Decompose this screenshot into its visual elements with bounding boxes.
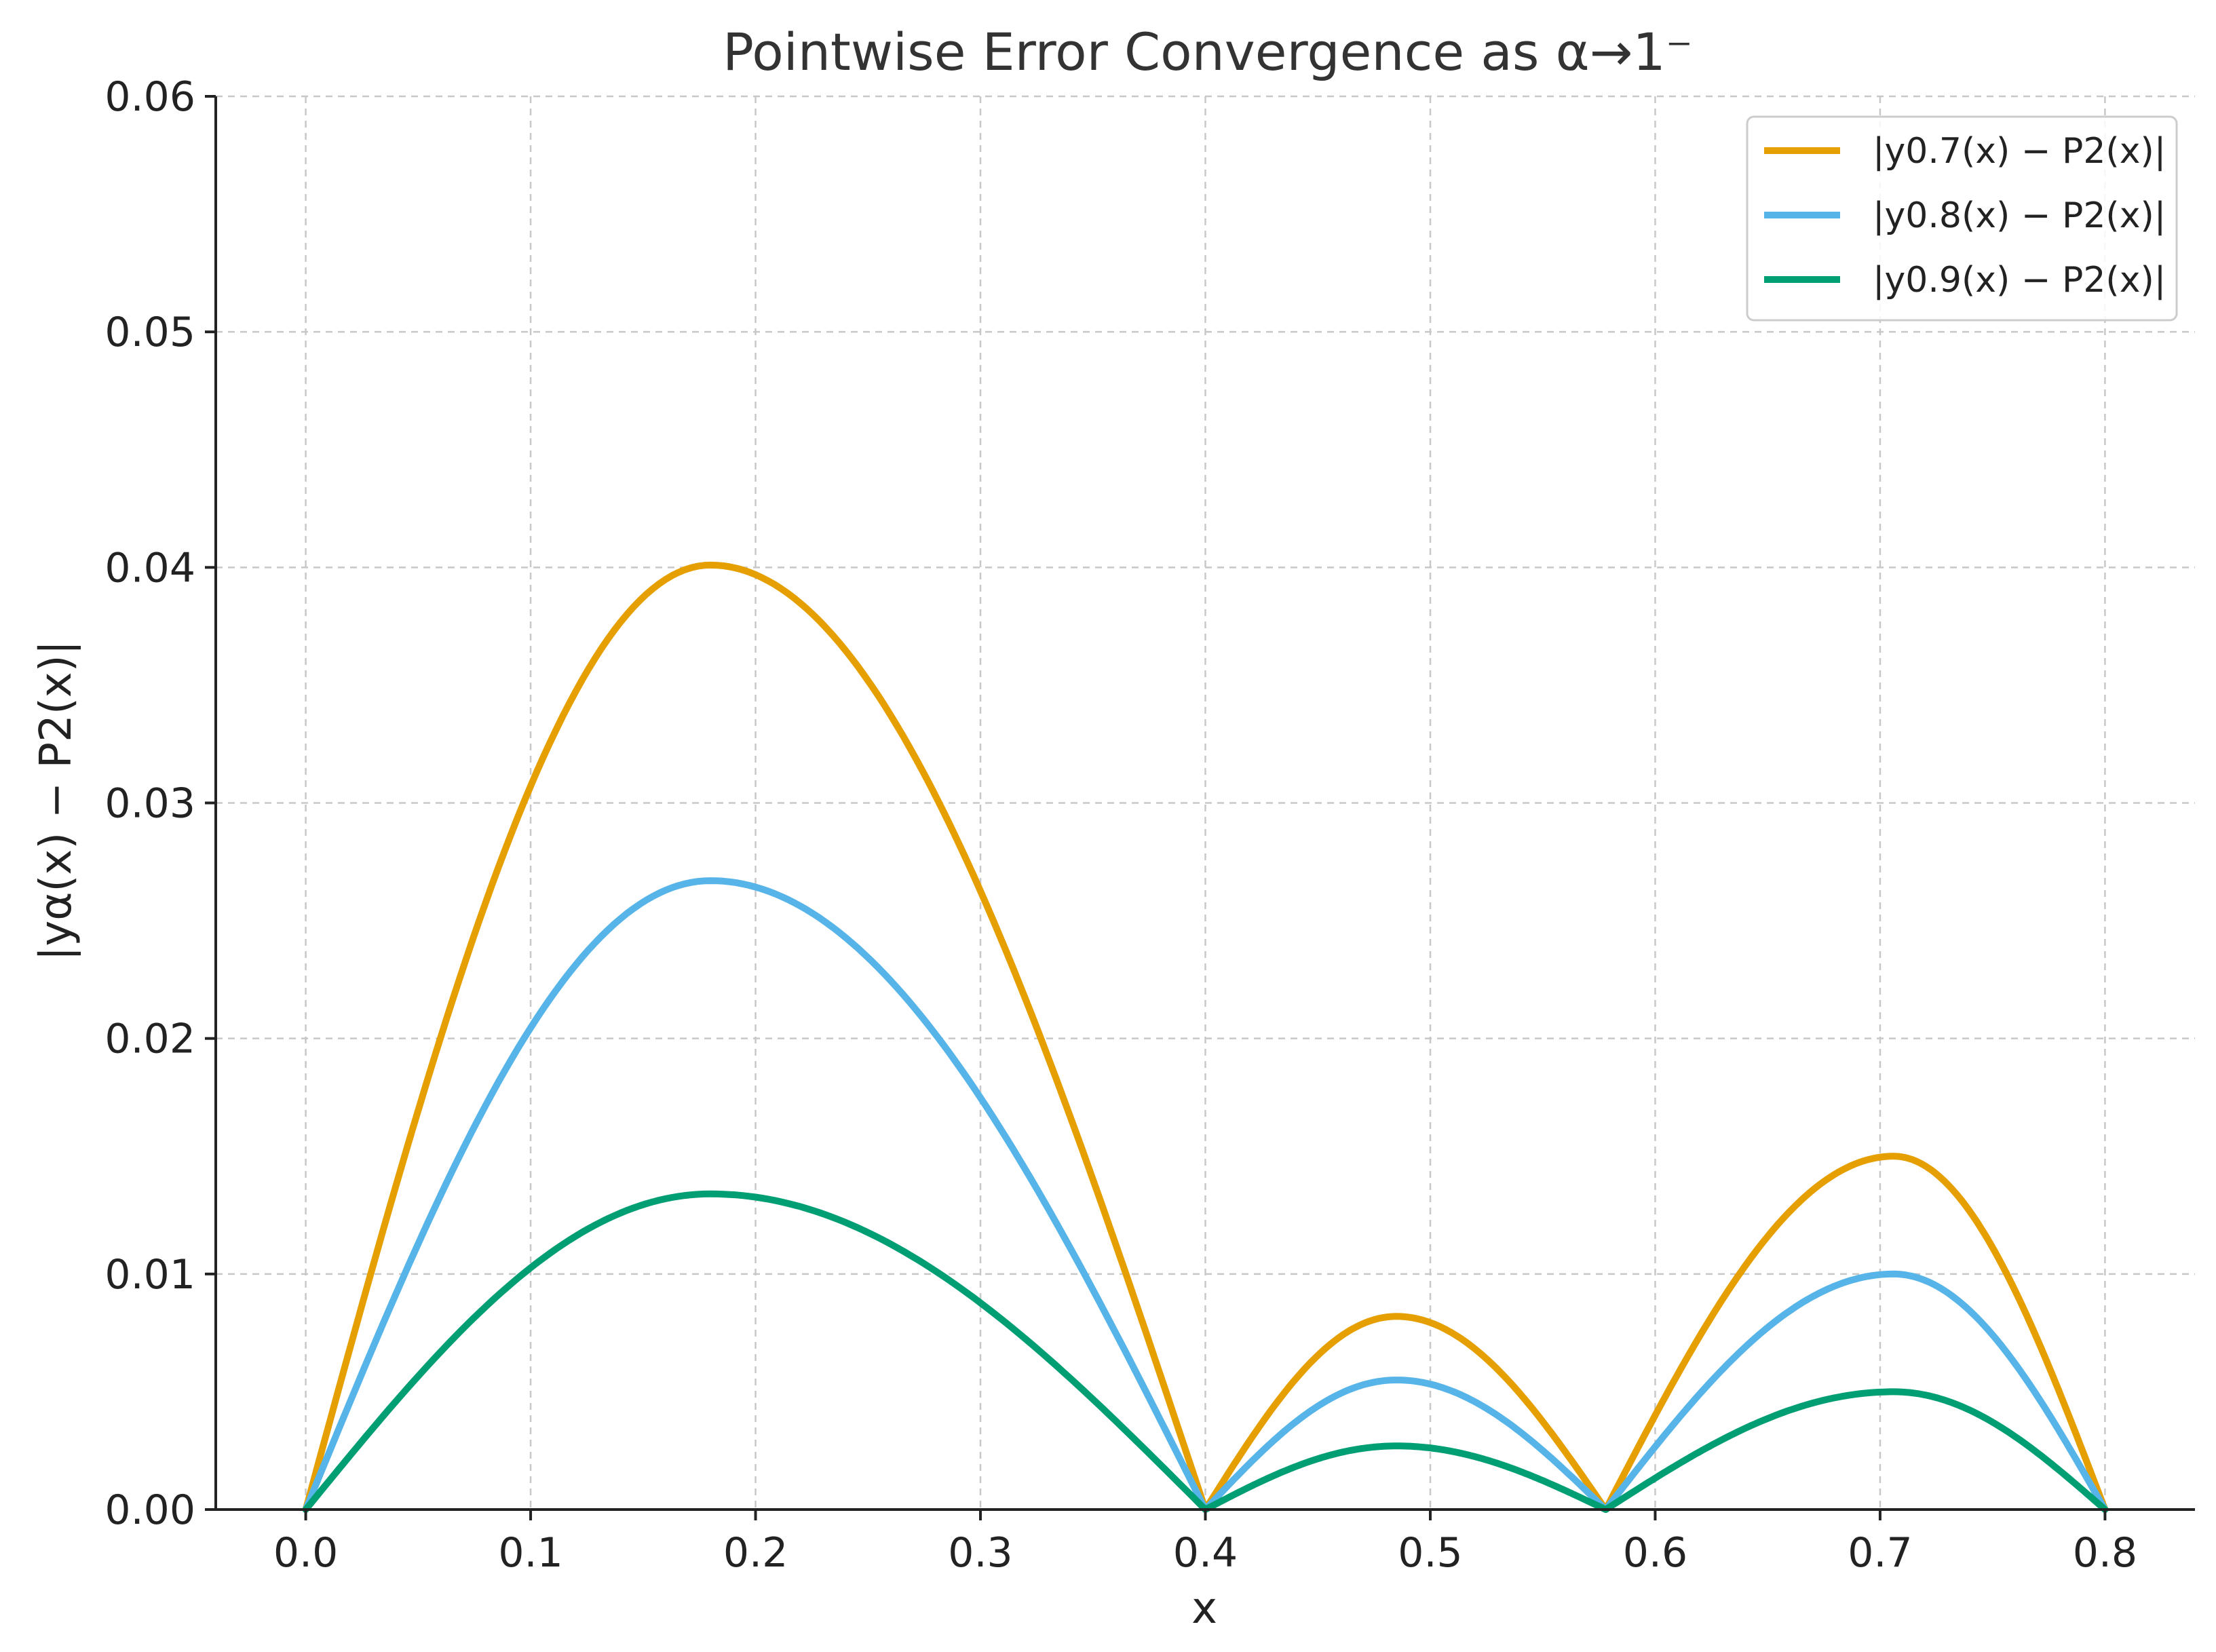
tick-layer: 0.0 0.1 0.2 0.3 0.4 0.5 0.6 0.7 0.8 0.00 0.01 0.02 0… bbox=[104, 73, 2137, 1577]
x-axis-label: x bbox=[1191, 1583, 1217, 1634]
y-tick-label: 0.00 bbox=[104, 1486, 195, 1534]
x-tick-label: 0.0 bbox=[273, 1529, 338, 1577]
y-tick-label: 0.06 bbox=[104, 73, 195, 121]
x-tick-label: 0.4 bbox=[1173, 1529, 1238, 1577]
y-tick-label: 0.01 bbox=[104, 1251, 195, 1299]
x-tick-label: 0.2 bbox=[723, 1529, 788, 1577]
y-tick-label: 0.05 bbox=[104, 309, 195, 356]
series-line-1 bbox=[302, 561, 2109, 1513]
y-tick-label: 0.03 bbox=[104, 780, 195, 828]
x-tick-label: 0.7 bbox=[1848, 1529, 1912, 1577]
x-tick-label: 0.1 bbox=[498, 1529, 562, 1577]
x-tick-label: 0.5 bbox=[1398, 1529, 1462, 1577]
y-tick-label: 0.04 bbox=[104, 544, 195, 592]
series-line-3 bbox=[302, 1190, 2109, 1513]
legend-label-3: |y0.9(x) − P2(x)| bbox=[1873, 260, 2166, 301]
legend: |y0.7(x) − P2(x)| |y0.8(x) − P2(x)| |y0.9(… bbox=[1746, 115, 2178, 322]
x-tick-label: 0.8 bbox=[2073, 1529, 2137, 1577]
legend-label-2: |y0.8(x) − P2(x)| bbox=[1873, 195, 2166, 236]
legend-box bbox=[1746, 115, 2178, 322]
x-tick-label: 0.6 bbox=[1623, 1529, 1687, 1577]
series-layer bbox=[302, 561, 2109, 1513]
legend-label-1: |y0.7(x) − P2(x)| bbox=[1873, 131, 2166, 172]
y-tick-label: 0.02 bbox=[104, 1016, 195, 1063]
chart-title: Pointwise Error Convergence as α→1⁻ bbox=[723, 22, 1693, 82]
x-tick-label: 0.3 bbox=[948, 1529, 1012, 1577]
series-line-2 bbox=[302, 877, 2109, 1513]
y-axis-label: |yα(x) − P2(x)| bbox=[31, 640, 81, 961]
